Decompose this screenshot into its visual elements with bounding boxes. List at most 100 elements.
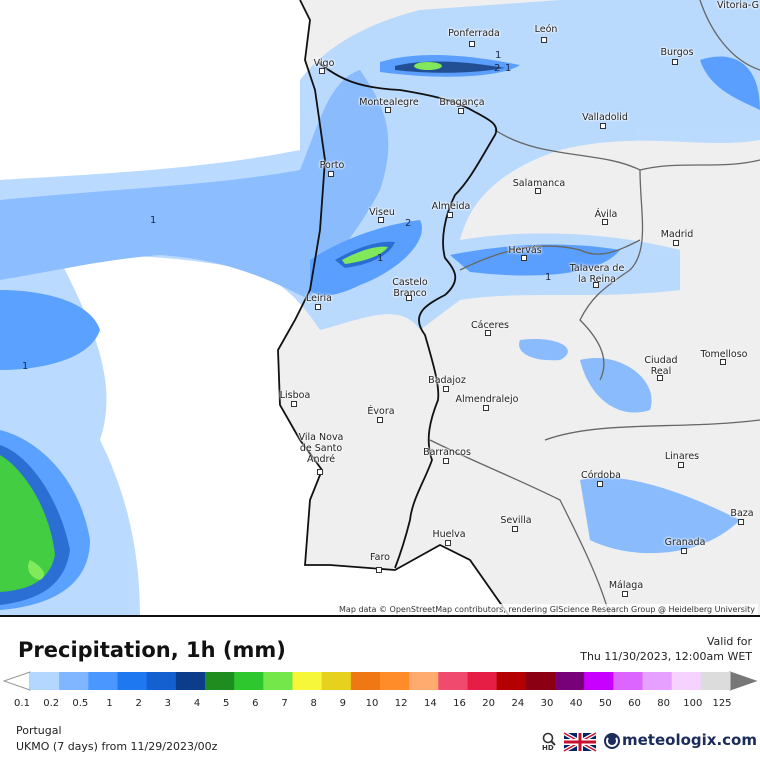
scale-swatch [613,672,643,690]
scale-swatch [555,672,585,690]
scale-swatch [642,672,673,690]
city-label: Bragança [439,97,485,108]
city-label: Almendralejo [455,394,519,405]
scale-swatch [263,672,293,690]
city-marker [376,567,382,573]
city-marker [512,526,518,532]
scale-arrow-right [729,671,758,691]
contour-label: 2 [405,218,412,229]
city-marker [622,591,628,597]
city-label: Ávila [594,209,618,220]
city-label: Montealegre [359,97,419,108]
scale-swatch [234,672,264,690]
city-label: Granada [664,537,706,548]
search-icon-handle [550,740,556,746]
scale-swatch [409,672,439,690]
scale-swatch [321,672,352,690]
city-label: Ponferrada [448,28,500,39]
city-label: Viseu [369,207,395,218]
color-scale [2,671,758,691]
city-label: Cáceres [470,320,510,331]
contour-label: 1 [505,63,512,74]
scale-label: 0.5 [72,698,89,709]
scale-label: 7 [281,698,288,709]
city-marker [600,123,606,129]
hd-toggle[interactable]: HD [542,744,554,752]
city-marker [443,458,449,464]
city-label: Vila Nova de Santo André [298,432,344,465]
scale-swatch [584,672,614,690]
city-label: Almeida [431,201,471,212]
scale-swatch [700,672,731,690]
scale-label: 9 [339,698,347,709]
precipitation [0,0,760,617]
scale-swatch [59,672,89,690]
city-marker [673,240,679,246]
city-label: Hervás [508,245,542,256]
scale-label: 6 [252,698,259,709]
city-marker [445,540,451,546]
city-label: Barrancos [423,447,471,458]
city-marker [485,330,491,336]
scale-label: 0.2 [43,698,60,709]
city-marker [657,375,663,381]
city-marker [469,41,475,47]
legend-title: Precipitation, 1h (mm) [18,638,286,662]
scale-label: 24 [511,698,525,709]
scale-label: 3 [164,698,172,709]
city-label: Lisboa [279,390,311,401]
scale-label: 20 [482,698,496,709]
city-marker [443,386,449,392]
scale-label: 30 [540,698,554,709]
city-label: Baza [730,508,754,519]
city-marker [535,188,541,194]
scale-swatch [88,672,118,690]
city-label: Porto [319,160,345,171]
scale-label: 14 [423,698,437,709]
country-borders [277,0,511,617]
map: Vitoria-G Ponferrada León Burgos Vigo Monteal… [0,0,760,617]
city-marker [738,519,744,525]
footer-icons [542,731,620,753]
city-marker [385,107,391,113]
scale-label: 5 [222,698,230,709]
scale-swatch [467,672,498,690]
city-marker [447,212,453,218]
city-marker [317,469,323,475]
scale-label: 4 [193,698,201,709]
city-marker [521,255,527,261]
city-marker [593,282,599,288]
scale-label: 80 [657,698,671,709]
regional-borders [429,0,760,617]
city-marker [377,417,383,423]
city-label: Castelo Branco [392,277,428,299]
city-label: Sevilla [500,515,532,526]
scale-swatch [146,672,177,690]
search-icon[interactable] [542,732,554,744]
valid-time: Thu 11/30/2023, 12:00am WET [580,650,752,663]
city-label: Faro [370,552,390,563]
scale-swatch [117,672,148,690]
city-marker [458,108,464,114]
city-label: Burgos [660,47,694,58]
city-marker [291,401,297,407]
city-marker [483,405,489,411]
scale-swatch [525,672,556,690]
scale-label: 12 [394,698,408,709]
city-marker [378,217,384,223]
scale-label: 1 [106,698,113,709]
uk-flag[interactable] [563,731,597,753]
scale-arrow-left [2,671,31,691]
scale-label: 2 [135,698,142,709]
city-label: Huelva [432,529,466,540]
city-label: Talavera de la Reina [569,263,625,285]
brand[interactable]: meteologix.com [622,731,757,749]
scale-label: 50 [598,698,612,709]
valid-label: Valid for [706,635,752,648]
city-label: Leiria [306,293,332,304]
scale-swatch [205,672,235,690]
scale-swatch [438,672,468,690]
city-marker [319,68,325,74]
contour-label: 1 [22,361,29,372]
